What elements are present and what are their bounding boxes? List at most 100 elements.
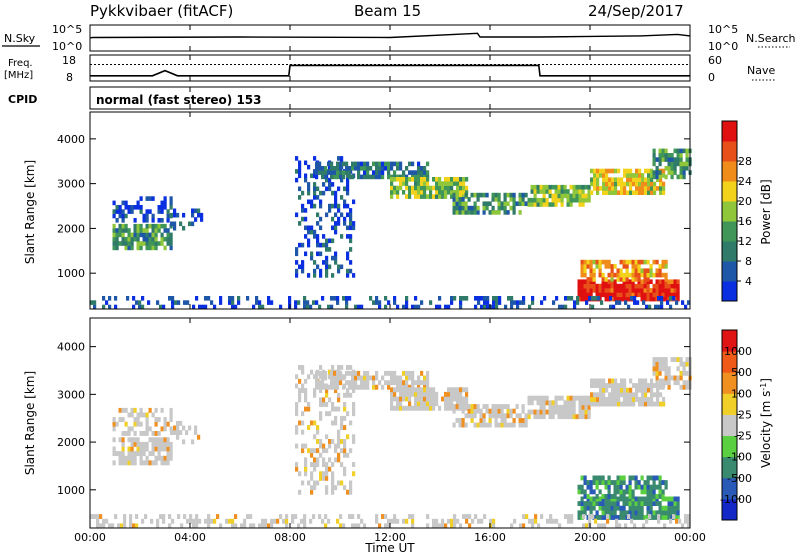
cpid-label: CPID [8,93,37,106]
velocity-cell [643,489,647,495]
power-cell [623,190,627,195]
velocity-cell [316,462,320,467]
power-cell [625,277,629,282]
power-cell [584,197,588,203]
power-cell [121,232,125,238]
velocity-cell [650,383,654,388]
power-cell [255,300,259,305]
power-cell [151,241,155,246]
velocity-cell [631,501,635,506]
velocity-cell [577,510,581,516]
power-cell [366,166,370,171]
velocity-cell [316,429,320,435]
power-cell [637,283,641,289]
velocity-colorbar-swatch [722,372,737,394]
velocity-cell [473,422,477,428]
power-cell [328,164,332,170]
velocity-cell [485,422,489,428]
power-cell [354,166,358,171]
power-cell [542,184,546,190]
power-cell [349,247,353,252]
velocity-cell [120,523,124,529]
velocity-cell [343,402,347,407]
power-cell [687,300,691,305]
power-cell [348,166,352,171]
velocity-cell [294,514,298,519]
power-cell [652,288,656,293]
velocity-cell [470,413,474,419]
power-cell [396,185,400,191]
velocity-cell [643,515,647,520]
velocity-cell [319,397,323,403]
velocity-cell [328,466,332,472]
velocity-cell [166,460,170,466]
velocity-cell [166,421,170,427]
velocity-cell [360,384,364,390]
velocity-cell [644,387,648,393]
power-cell [488,201,492,206]
velocity-cell [630,518,634,524]
power-cell [336,300,340,305]
power-cell [491,192,495,198]
velocity-cell [360,375,364,381]
velocity-cell [492,523,496,529]
velocity-cell [352,462,356,467]
power-cell [655,170,659,175]
power-cell [378,174,382,180]
power-cell [360,174,364,180]
velocity-cell [321,518,325,524]
velocity-cell [166,455,170,461]
power-cell [664,148,668,154]
power-cell [664,174,668,180]
velocity-cell [198,518,202,524]
power-cell [623,181,627,187]
velocity-colorbar-swatch [722,456,737,479]
velocity-cell [313,480,317,486]
power-cell [506,210,510,215]
power-cell [295,177,299,183]
power-cell [485,201,489,206]
power-cell [598,292,602,298]
power-cell [506,192,510,198]
velocity-cell [169,441,173,447]
power-cell [261,304,265,310]
power-cell [656,177,660,182]
power-cell [351,161,355,167]
power-cell [492,296,496,301]
power-cell [387,170,391,175]
velocity-cell [291,518,295,524]
power-cell [453,181,457,186]
velocity-cell [396,387,400,393]
power-cell [313,173,317,179]
power-cell [309,304,313,310]
velocity-cell [485,404,489,409]
power-cell [343,199,347,205]
power-cell [554,197,558,203]
power-cell [325,273,329,278]
power-cell [399,177,403,182]
power-cell [349,238,353,244]
power-cell [667,283,671,289]
power-cell [599,173,603,178]
velocity-cell [325,448,329,454]
power-cell [298,160,302,166]
velocity-cell [494,413,498,419]
power-cell [102,304,106,310]
power-cell [306,304,310,310]
velocity-cell [429,391,433,397]
power-cell [319,225,323,231]
velocity-cell [384,514,388,519]
velocity-colorbar-tick-label: 1000 [724,345,752,358]
power-cell [336,296,340,301]
power-cell [166,213,170,219]
power-cell [179,221,183,227]
power-cell [191,221,195,227]
power-cell [142,213,146,219]
power-cell [345,166,349,171]
velocity-cell [405,375,409,381]
power-cell [360,166,364,171]
power-cell [650,177,654,182]
velocity-cell [521,408,525,414]
power-cell [611,186,615,191]
power-cell [655,283,659,289]
